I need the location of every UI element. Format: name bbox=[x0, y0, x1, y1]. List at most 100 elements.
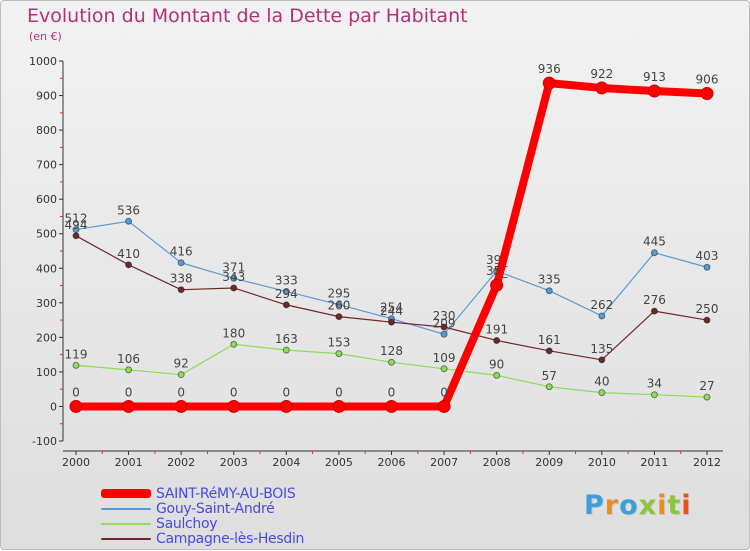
legend-label-saint-remy-au-bois: SAINT-RéMY-AU-BOIS bbox=[156, 485, 296, 502]
data-point-saint-remy-au-bois bbox=[69, 399, 83, 413]
data-label-campagne-les-hesdin: 494 bbox=[65, 218, 88, 232]
data-label-campagne-les-hesdin: 230 bbox=[433, 309, 456, 323]
data-point-gouy-saint-andre bbox=[72, 226, 80, 234]
chart-legend: SAINT-RéMY-AU-BOIS Gouy-Saint-André Saul… bbox=[101, 485, 305, 547]
x-tick-label: 2010 bbox=[588, 456, 616, 469]
data-label-saint-remy-au-bois: 0 bbox=[440, 385, 448, 399]
data-label-gouy-saint-andre: 416 bbox=[170, 245, 193, 259]
data-label-saulchoy: 90 bbox=[489, 357, 504, 371]
data-point-campagne-les-hesdin bbox=[230, 284, 238, 292]
data-label-saulchoy: 153 bbox=[327, 336, 350, 350]
data-point-saint-remy-au-bois bbox=[595, 81, 609, 95]
data-label-gouy-saint-andre: 295 bbox=[327, 287, 350, 301]
data-label-saint-remy-au-bois: 0 bbox=[388, 385, 396, 399]
y-tick-label: 900 bbox=[36, 90, 57, 103]
x-tick-label: 2001 bbox=[115, 456, 143, 469]
data-point-saulchoy bbox=[650, 391, 658, 399]
data-label-campagne-les-hesdin: 244 bbox=[380, 304, 403, 318]
y-tick-label: 300 bbox=[36, 297, 57, 310]
data-label-saulchoy: 109 bbox=[433, 351, 456, 365]
data-point-gouy-saint-andre bbox=[650, 249, 658, 257]
data-label-campagne-les-hesdin: 191 bbox=[485, 322, 508, 336]
data-point-saint-remy-au-bois bbox=[279, 399, 293, 413]
data-point-saint-remy-au-bois bbox=[332, 399, 346, 413]
x-tick-label: 2005 bbox=[325, 456, 353, 469]
data-point-gouy-saint-andre bbox=[440, 330, 448, 338]
x-tick-label: 2009 bbox=[535, 456, 563, 469]
data-label-campagne-les-hesdin: 338 bbox=[170, 272, 193, 286]
x-tick-label: 2011 bbox=[640, 456, 668, 469]
data-point-saint-remy-au-bois bbox=[385, 399, 398, 413]
data-point-gouy-saint-andre bbox=[598, 312, 606, 320]
data-label-saulchoy: 106 bbox=[117, 352, 140, 366]
x-tick-label: 2012 bbox=[693, 456, 721, 469]
data-label-gouy-saint-andre: 333 bbox=[275, 273, 298, 287]
logo-letter: P bbox=[584, 490, 605, 521]
legend-label-campagne-les-hesdin: Campagne-lès-Hesdin bbox=[156, 530, 305, 547]
legend-item-saint-remy-au-bois: SAINT-RéMY-AU-BOIS bbox=[101, 485, 304, 502]
logo-letter: i bbox=[657, 490, 668, 521]
data-label-gouy-saint-andre: 262 bbox=[590, 298, 613, 312]
data-point-campagne-les-hesdin bbox=[335, 313, 343, 321]
legend-label-gouy-saint-andre: Gouy-Saint-André bbox=[156, 500, 275, 517]
data-label-saint-remy-au-bois: 936 bbox=[538, 62, 561, 76]
data-point-gouy-saint-andre bbox=[282, 287, 290, 295]
data-label-saulchoy: 92 bbox=[174, 357, 189, 371]
logo-letter: o bbox=[619, 490, 639, 521]
data-point-campagne-les-hesdin bbox=[493, 336, 501, 344]
data-label-campagne-les-hesdin: 161 bbox=[538, 333, 561, 347]
data-label-saulchoy: 27 bbox=[699, 379, 714, 393]
x-tick-label: 2006 bbox=[378, 456, 406, 469]
data-point-saint-remy-au-bois bbox=[700, 86, 714, 100]
data-point-saint-remy-au-bois bbox=[174, 399, 188, 413]
chart-subtitle: (en €) bbox=[29, 30, 62, 43]
x-tick-label: 2004 bbox=[272, 456, 300, 469]
data-label-saint-remy-au-bois: 0 bbox=[335, 385, 343, 399]
data-label-saint-remy-au-bois: 913 bbox=[643, 70, 666, 84]
y-tick-label: 100 bbox=[36, 366, 57, 379]
data-point-saulchoy bbox=[72, 361, 80, 369]
y-tick-label: 800 bbox=[36, 124, 57, 137]
legend-swatch-saint-remy-au-bois bbox=[101, 489, 151, 498]
data-label-campagne-les-hesdin: 260 bbox=[327, 299, 350, 313]
data-point-campagne-les-hesdin bbox=[440, 323, 448, 331]
data-label-saulchoy: 34 bbox=[647, 377, 662, 391]
y-tick-label: 0 bbox=[50, 400, 57, 413]
data-point-campagne-les-hesdin bbox=[282, 301, 290, 309]
data-point-saint-remy-au-bois bbox=[437, 399, 451, 413]
data-point-gouy-saint-andre bbox=[703, 263, 711, 271]
data-point-gouy-saint-andre bbox=[177, 259, 185, 267]
data-label-saint-remy-au-bois: 0 bbox=[177, 385, 185, 399]
legend-swatch-gouy-saint-andre bbox=[101, 507, 151, 510]
data-point-gouy-saint-andre bbox=[125, 217, 133, 225]
data-point-saulchoy bbox=[335, 350, 343, 358]
data-label-saulchoy: 163 bbox=[275, 332, 298, 346]
logo-letter: i bbox=[681, 490, 692, 521]
legend-swatch-saulchoy bbox=[101, 522, 151, 525]
data-label-campagne-les-hesdin: 343 bbox=[222, 270, 245, 284]
data-point-saint-remy-au-bois bbox=[647, 84, 661, 98]
data-label-saint-remy-au-bois: 0 bbox=[72, 385, 80, 399]
data-point-saulchoy bbox=[545, 383, 553, 391]
x-tick-label: 2008 bbox=[483, 456, 511, 469]
data-label-gouy-saint-andre: 403 bbox=[696, 249, 719, 263]
proxiti-logo: Proxiti bbox=[584, 490, 692, 521]
data-point-campagne-les-hesdin bbox=[388, 318, 395, 326]
logo-letter: x bbox=[638, 490, 658, 521]
data-label-campagne-les-hesdin: 135 bbox=[590, 342, 613, 356]
data-label-gouy-saint-andre: 335 bbox=[538, 273, 561, 287]
data-label-saulchoy: 128 bbox=[380, 344, 403, 358]
y-tick-label: 400 bbox=[36, 262, 57, 275]
data-label-gouy-saint-andre: 536 bbox=[117, 203, 140, 217]
data-point-saulchoy bbox=[282, 346, 290, 354]
y-tick-label: 200 bbox=[36, 331, 57, 344]
data-label-saint-remy-au-bois: 906 bbox=[696, 72, 719, 86]
data-point-campagne-les-hesdin bbox=[545, 347, 553, 355]
data-point-saulchoy bbox=[493, 371, 501, 379]
data-label-gouy-saint-andre: 371 bbox=[222, 260, 245, 274]
data-label-saint-remy-au-bois: 0 bbox=[283, 385, 291, 399]
data-label-saulchoy: 180 bbox=[222, 326, 245, 340]
data-label-gouy-saint-andre: 445 bbox=[643, 235, 666, 249]
data-point-saulchoy bbox=[177, 371, 185, 379]
data-point-gouy-saint-andre bbox=[230, 274, 238, 282]
